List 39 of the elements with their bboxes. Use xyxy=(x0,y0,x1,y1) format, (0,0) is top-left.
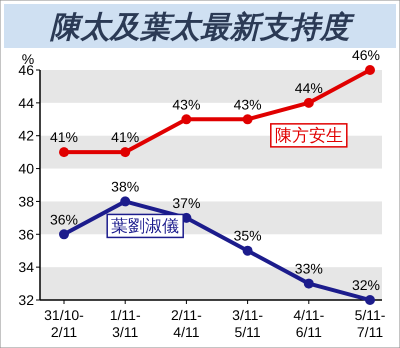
series-label: 葉劉淑儀 xyxy=(111,216,180,236)
data-label: 43% xyxy=(234,96,262,112)
point xyxy=(242,114,253,124)
x-tick-label: 2/11-4/11 xyxy=(170,307,202,340)
point xyxy=(365,295,375,305)
data-label: 44% xyxy=(294,80,323,96)
y-tick-label: 36 xyxy=(18,226,34,242)
y-tick-label: 40 xyxy=(18,160,34,177)
chart-title: 陳太及葉太最新支持度 xyxy=(49,10,355,44)
point xyxy=(304,278,314,289)
data-label: 33% xyxy=(294,260,323,277)
point xyxy=(59,147,69,158)
point xyxy=(181,114,192,124)
data-label: 32% xyxy=(352,277,380,293)
x-tick-label: 31/10-2/11 xyxy=(44,307,84,340)
x-tick-label: 1/11-3/11 xyxy=(110,307,141,340)
x-tick-label: 4/11-6/11 xyxy=(293,307,325,340)
y-tick-label: 44 xyxy=(18,94,34,111)
y-tick-label: 32 xyxy=(18,292,34,308)
data-label: 46% xyxy=(352,47,380,63)
data-label: 38% xyxy=(111,178,140,194)
data-label: 43% xyxy=(172,96,200,112)
point xyxy=(120,147,130,158)
data-label: 36% xyxy=(50,211,78,228)
series-label: 陳方安生 xyxy=(274,126,343,145)
point xyxy=(304,98,314,108)
point xyxy=(365,65,375,75)
y-tick-label: 38 xyxy=(18,193,34,210)
x-tick-label: 3/11-5/11 xyxy=(232,307,264,340)
data-label: 35% xyxy=(234,228,262,244)
data-label: 37% xyxy=(172,194,200,211)
data-label: 41% xyxy=(50,129,78,146)
point xyxy=(59,229,69,240)
y-tick-label: 34 xyxy=(18,259,34,276)
x-tick-label: 5/11-7/11 xyxy=(354,307,386,340)
y-tick-label: 42 xyxy=(18,128,34,144)
point xyxy=(242,246,253,256)
point xyxy=(120,196,130,206)
data-label: 41% xyxy=(111,129,140,146)
